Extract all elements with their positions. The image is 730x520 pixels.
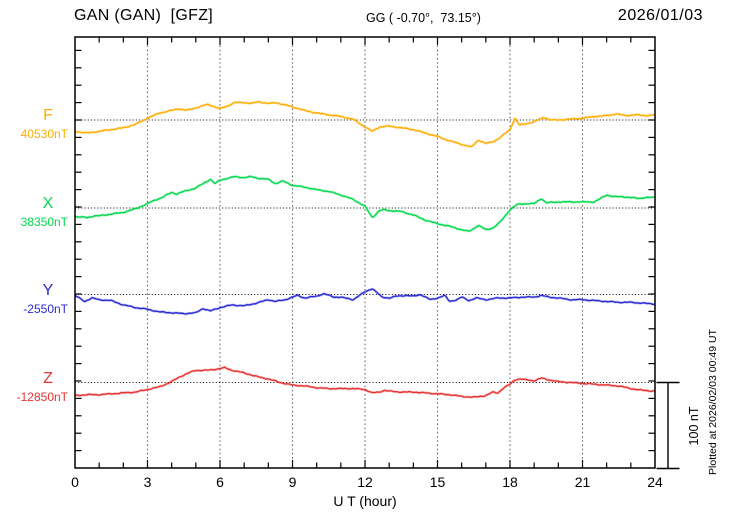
- x-tick-label-6: 6: [216, 474, 224, 490]
- x-tick-label-3: 3: [143, 474, 152, 490]
- scale-bar-label: 100 nT: [687, 406, 701, 446]
- trace-X: [74, 175, 656, 232]
- x-tick-label-15: 15: [429, 474, 446, 490]
- trace-F-halo: [74, 100, 656, 148]
- plot-date: 2026/01/03: [617, 7, 703, 24]
- channel-baseline-value-Z: -12850nT: [16, 389, 68, 404]
- x-axis-title: U T (hour): [333, 493, 397, 509]
- trace-Z: [74, 366, 656, 398]
- x-tick-label-21: 21: [574, 474, 591, 490]
- x-tick-label-18: 18: [502, 474, 518, 490]
- channel-label-Y: Y: [42, 281, 54, 299]
- channel-baseline-value-X: 38350nT: [20, 215, 68, 229]
- channel-label-X: X: [42, 195, 54, 212]
- x-tick-label-0: 0: [71, 474, 79, 490]
- trace-F: [74, 100, 656, 148]
- trace-Y: [74, 288, 656, 315]
- x-tick-label-12: 12: [357, 474, 373, 490]
- page-title: GAN (GAN) [GFZ]: [74, 7, 214, 24]
- x-tick-label-9: 9: [288, 474, 297, 490]
- channel-baseline-value-Y: -2550nT: [23, 301, 68, 316]
- channel-baseline-value-F: 40530nT: [20, 127, 68, 141]
- x-tick-label-24: 24: [647, 474, 663, 490]
- plotted-at-note: Plotted at 2026/02/03 00:49 UT: [707, 329, 719, 475]
- station-coordinates: GG ( -0.70°, 73.15°): [366, 11, 481, 25]
- channel-label-F: F: [43, 107, 53, 124]
- channel-label-Z: Z: [43, 369, 53, 387]
